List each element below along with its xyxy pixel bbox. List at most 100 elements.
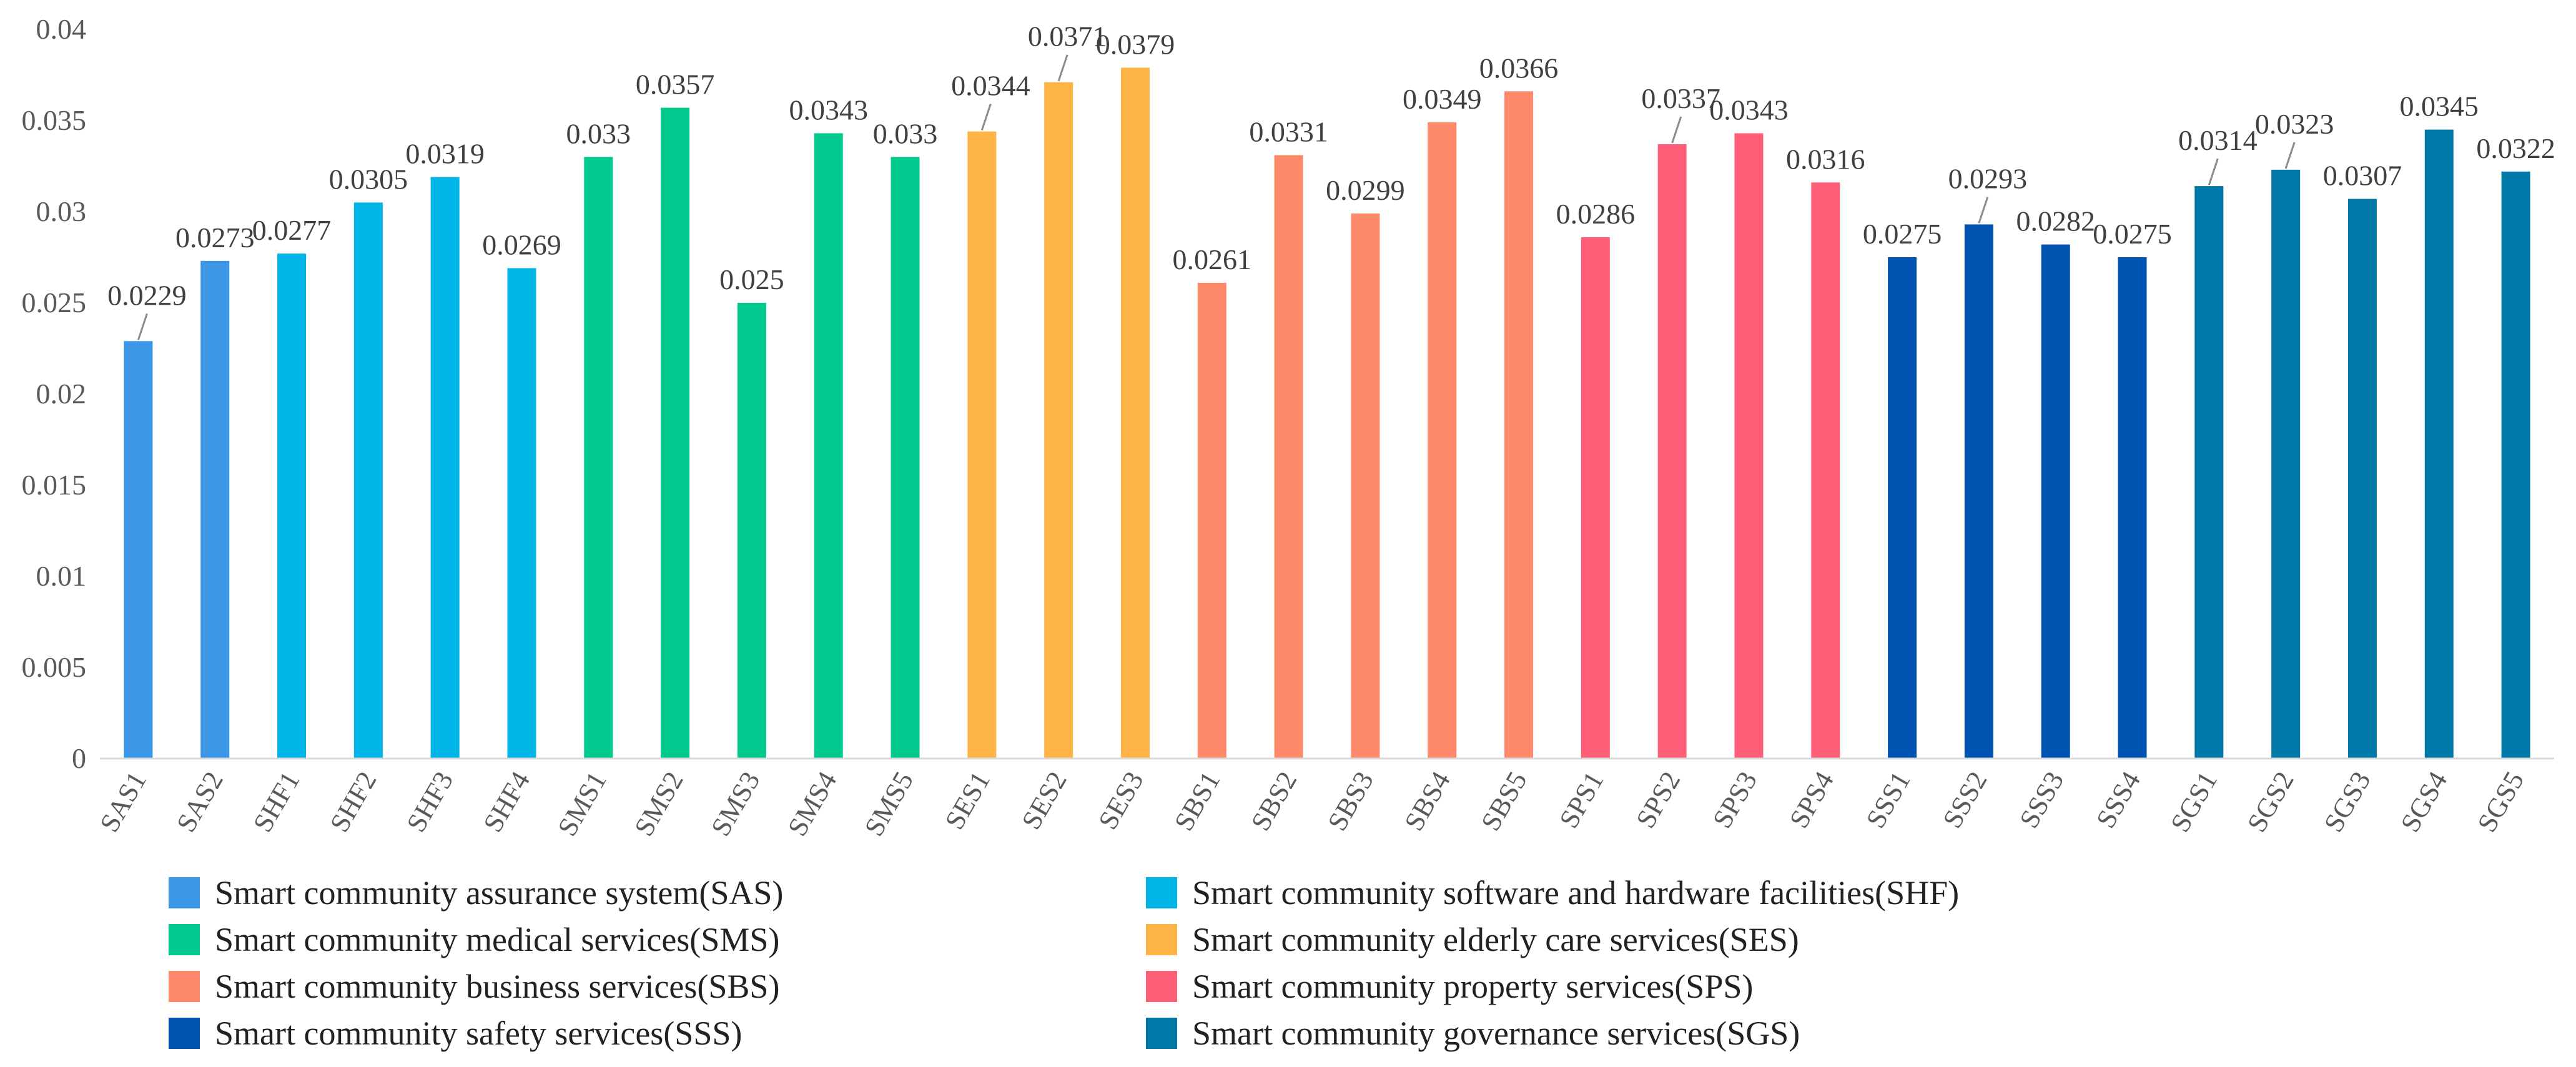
- data-label: 0.0229: [107, 279, 187, 311]
- leader-line: [2208, 158, 2219, 185]
- legend-swatch-sgs: [1146, 1018, 1177, 1049]
- bar: [1734, 133, 1764, 759]
- data-label: 0.0331: [1249, 116, 1328, 147]
- x-tick-label: SHF2: [324, 767, 383, 837]
- y-tick-label: 0.015: [22, 469, 87, 501]
- bar: [1197, 282, 1226, 759]
- bar: [1811, 182, 1840, 759]
- x-tick-label: SMS2: [628, 767, 689, 842]
- x-tick-label: SBS3: [1321, 767, 1379, 836]
- x-tick-label: SGS3: [2318, 767, 2377, 837]
- x-tick-label: SGS5: [2471, 767, 2530, 837]
- legend-label-shf: Smart community software and hardware fa…: [1192, 874, 1960, 912]
- bar: [1274, 155, 1303, 759]
- legend-label-sgs: Smart community governance services(SGS): [1192, 1015, 1800, 1052]
- legend-swatch-shf: [1146, 877, 1177, 908]
- bar: [967, 131, 997, 759]
- x-tick-label: SES2: [1015, 767, 1072, 835]
- x-tick-label: SGS1: [2164, 767, 2223, 837]
- x-axis-tick-labels: SAS1 SAS2 SHF1 SHF2 SHF3 SHF4 SMS1 SMS2 SMS3 SMS4…: [94, 767, 2530, 842]
- legend-swatch-sps: [1146, 971, 1177, 1002]
- legend-swatch-ses: [1146, 924, 1177, 955]
- bar: [2424, 129, 2454, 759]
- data-label: 0.0299: [1326, 174, 1405, 206]
- bar: [1657, 144, 1687, 759]
- x-tick-label: SES3: [1092, 767, 1149, 835]
- bar: [430, 177, 460, 759]
- x-tick-label: SBS5: [1475, 767, 1533, 836]
- bar: [1504, 91, 1534, 759]
- data-label: 0.0366: [1479, 52, 1559, 84]
- bar: [200, 260, 230, 759]
- x-tick-label: SPS1: [1553, 767, 1609, 833]
- data-label: 0.0345: [2400, 91, 2479, 122]
- data-label: 0.0269: [482, 229, 561, 261]
- bar: [1428, 122, 1457, 759]
- x-tick-label: SGS4: [2395, 767, 2454, 837]
- data-label: 0.0305: [329, 163, 408, 195]
- data-label: 0.0323: [2255, 108, 2334, 140]
- bar: [1351, 213, 1380, 759]
- y-tick-label: 0.035: [22, 104, 87, 136]
- legend: Smart community assurance system(SAS) Sm…: [169, 872, 2167, 1055]
- leader-line: [1671, 116, 1682, 144]
- legend-label-sms: Smart community medical services(SMS): [215, 921, 780, 958]
- bar: [353, 202, 383, 759]
- x-tick-label: SES1: [939, 767, 996, 835]
- x-tick-label: SSS2: [1937, 767, 1993, 833]
- leader-line: [1057, 54, 1068, 82]
- legend-item-sms: Smart community medical services(SMS): [169, 918, 1146, 961]
- data-label: 0.033: [873, 117, 938, 149]
- x-tick-label: SBS4: [1398, 767, 1456, 836]
- y-tick-label: 0.04: [36, 13, 87, 45]
- legend-label-sps: Smart community property services(SPS): [1192, 968, 1754, 1005]
- x-tick-label: SHF4: [477, 767, 536, 837]
- legend-item-shf: Smart community software and hardware fa…: [1146, 872, 2145, 914]
- x-tick-label: SAS1: [94, 767, 152, 837]
- y-tick-label: 0.01: [36, 560, 87, 592]
- bar: [1964, 224, 1993, 759]
- bar: [1044, 82, 1073, 759]
- data-label: 0.0337: [1641, 82, 1720, 114]
- data-label: 0.0293: [1948, 162, 2028, 194]
- x-tick-label: SHF3: [401, 767, 460, 837]
- bar: [1581, 237, 1610, 759]
- data-label: 0.0314: [2178, 124, 2258, 156]
- data-label: 0.0343: [1709, 94, 1789, 125]
- data-label: 0.0307: [2323, 160, 2402, 192]
- data-label: 0.0282: [2016, 205, 2095, 237]
- data-label: 0.0379: [1096, 28, 1175, 60]
- data-label: 0.033: [566, 117, 631, 149]
- y-tick-label: 0.02: [36, 378, 87, 410]
- leader-line: [980, 104, 992, 130]
- data-label: 0.0277: [252, 214, 332, 246]
- data-label: 0.0261: [1173, 243, 1252, 275]
- x-tick-label: SBS1: [1168, 767, 1226, 836]
- y-tick-label: 0.03: [36, 195, 87, 227]
- legend-item-sas: Smart community assurance system(SAS): [169, 872, 1146, 914]
- bar: [891, 157, 920, 759]
- legend-label-sas: Smart community assurance system(SAS): [215, 874, 784, 912]
- leader-line: [1978, 196, 1989, 224]
- legend-label-sss: Smart community safety services(SSS): [215, 1015, 743, 1052]
- legend-label-ses: Smart community elderly care services(SE…: [1192, 921, 1799, 958]
- x-tick-label: SSS4: [2090, 767, 2146, 833]
- legend-item-sbs: Smart community business services(SBS): [169, 965, 1146, 1008]
- data-label: 0.0316: [1786, 143, 1865, 175]
- bar: [2194, 186, 2224, 759]
- x-tick-label: SPS4: [1784, 767, 1840, 833]
- data-label: 0.0371: [1028, 21, 1107, 52]
- data-label: 0.0275: [2093, 218, 2172, 250]
- bar: [2041, 244, 2070, 759]
- x-tick-label: SHF1: [247, 767, 306, 837]
- data-label: 0.0343: [789, 94, 868, 125]
- bar: [1120, 67, 1150, 759]
- x-tick-label: SMS4: [782, 767, 842, 842]
- bar: [2347, 199, 2377, 759]
- legend-swatch-sms: [169, 924, 200, 955]
- bar: [737, 303, 766, 759]
- bar: [661, 107, 690, 759]
- bar: [814, 133, 843, 759]
- leader-line: [2284, 142, 2296, 169]
